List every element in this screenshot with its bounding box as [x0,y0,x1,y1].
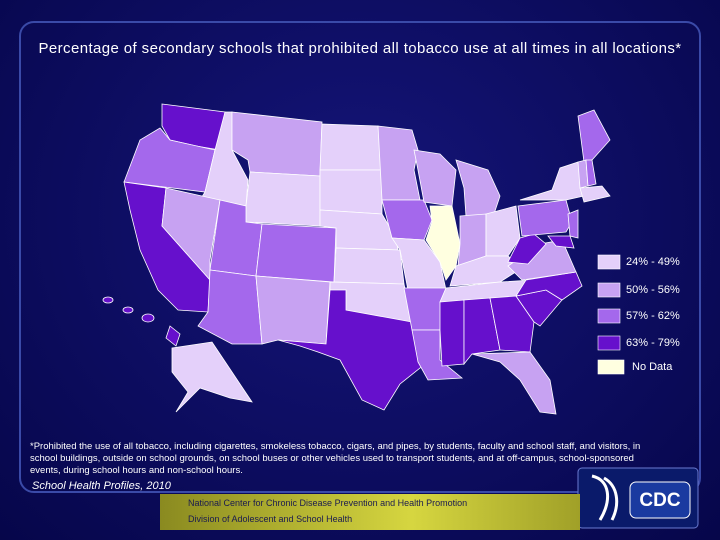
state [141,313,155,323]
title: Percentage of secondary schools that pro… [38,40,682,57]
state [567,209,579,239]
state [122,306,134,314]
logo-badge [629,481,691,519]
state [165,325,181,347]
state [245,171,321,227]
legend: 24% - 49% 50% - 56% 57% - 62% 63% - 79% No D… [597,254,680,375]
state [319,169,383,215]
state [333,247,405,285]
legend-label: 57% - 62% [626,310,680,322]
state [471,351,557,415]
state [547,235,575,249]
state [102,296,114,304]
legend-label: 50% - 56% [626,284,680,296]
state [439,299,465,367]
state [519,161,585,201]
state [489,295,535,353]
footer-line: Division of Adolescent and School Health [188,514,353,524]
state [255,275,331,345]
state [425,205,461,281]
state [413,149,457,207]
footer-line: National Center for Chronic Disease Prev… [188,498,468,508]
legend-swatch [597,359,625,375]
frame [19,21,701,493]
state [585,159,597,187]
footer-bar: National Center for Chronic Disease Prev… [160,494,580,530]
state [231,111,323,177]
legend-swatch [597,282,621,298]
state [577,109,611,163]
legend-swatch [597,335,621,351]
footnote: *Prohibited the use of all tobacco, incl… [30,441,641,476]
state [381,199,433,241]
state [319,123,383,171]
legend-swatch [597,308,621,324]
legend-label: 63% - 79% [626,337,680,349]
state [517,199,573,237]
state [171,341,253,413]
legend-swatch [597,254,621,270]
state [485,205,521,257]
state [277,289,431,411]
state [455,159,501,217]
logo-text: CDC [639,490,680,511]
state [255,223,337,283]
legend-label: 24% - 49% [626,256,680,268]
us-map [102,103,611,415]
source: School Health Profiles, 2010 [32,480,171,492]
cdc-logo: CDC [577,467,699,529]
state [377,125,421,201]
legend-label: No Data [632,361,673,373]
state [579,185,611,203]
state [463,297,501,366]
logo-icon [591,474,619,521]
